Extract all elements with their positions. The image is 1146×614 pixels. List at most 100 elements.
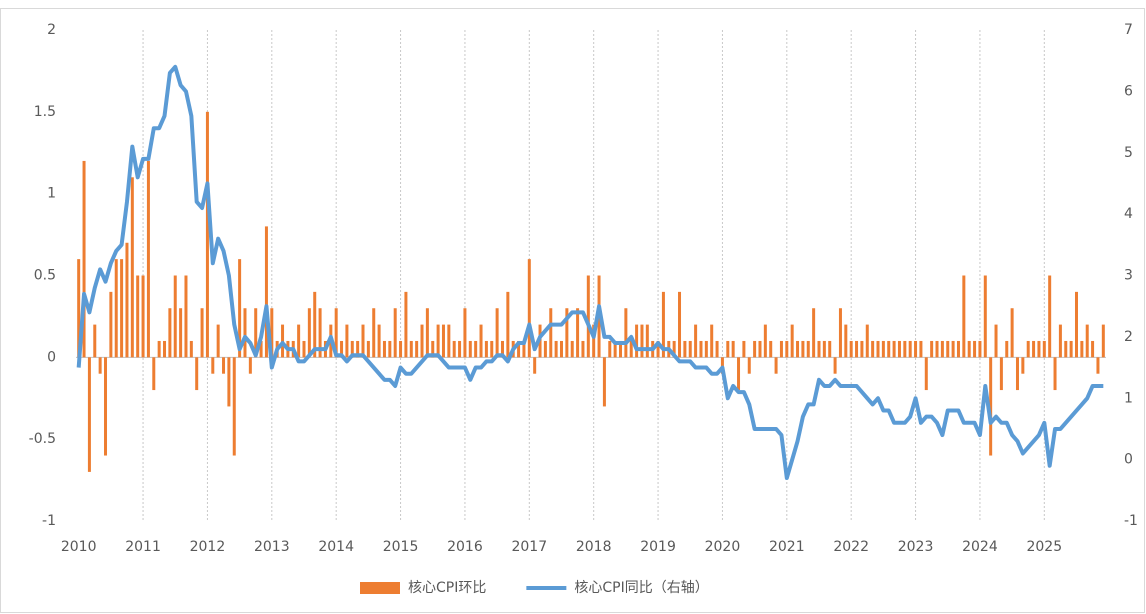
bar [243,308,247,358]
bar [222,357,226,374]
bar [833,357,837,374]
bar [919,340,923,358]
x-tick-label: 2011 [125,539,161,555]
y-tick-label: 1.5 [34,104,56,120]
bar [307,308,311,358]
bar [678,291,682,358]
bar [1074,291,1078,358]
bar [694,324,698,358]
bar [495,308,499,358]
x-tick-label: 2019 [640,539,676,555]
bar [683,340,687,358]
bar [656,340,660,358]
bar [855,340,859,358]
bar [500,340,504,358]
y2-tick-label: 6 [1124,83,1133,99]
bar [763,324,767,358]
bar [393,308,397,358]
bar [377,324,381,358]
bar [613,340,617,358]
bar [302,340,306,358]
y-tick-label: -0.5 [29,431,56,447]
bar [720,357,724,374]
bar [431,340,435,358]
bar [104,357,108,456]
bar [1064,340,1068,358]
bar [554,340,558,358]
x-tick-label: 2010 [61,539,97,555]
bar [586,275,590,358]
bar [822,340,826,358]
bar [838,308,842,358]
bar [259,340,263,358]
bar [1005,340,1009,358]
bar [436,324,440,358]
bar [737,357,741,391]
bar [93,324,97,358]
bar [731,340,735,358]
bar [876,340,880,358]
y-tick-label: 0.5 [34,268,56,284]
bar [136,275,140,358]
bar [345,324,349,358]
bar [592,324,596,358]
x-tick-label: 2016 [447,539,483,555]
bar [382,340,386,358]
bar [999,357,1003,391]
bar [747,357,751,374]
bar [216,324,220,358]
bar [796,340,800,358]
bar [366,340,370,358]
bar [742,340,746,358]
bar [946,340,950,358]
bar [640,324,644,358]
x-tick-label: 2012 [190,539,226,555]
bar [699,340,703,358]
bar [211,357,215,374]
bar [892,340,896,358]
bar [248,357,252,374]
bar [254,308,258,358]
bar [1080,340,1084,358]
bar [581,340,585,358]
bar [238,259,242,358]
bar [715,340,719,358]
y2-tick-label: 7 [1124,22,1133,38]
bar [828,340,832,358]
bar [409,340,413,358]
bar [522,340,526,358]
bar [1037,340,1041,358]
y2-tick-label: 4 [1124,206,1133,222]
bar [806,340,810,358]
x-tick-label: 2020 [705,539,741,555]
bar [189,340,193,358]
bar [415,340,419,358]
bar [973,340,977,358]
bar [1053,357,1057,391]
bar [87,357,91,472]
y2-tick-label: 3 [1124,268,1133,284]
x-tick-label: 2015 [383,539,419,555]
bar [463,308,467,358]
bar [576,308,580,358]
bar [930,340,934,358]
bar [388,340,392,358]
x-tick-label: 2022 [833,539,869,555]
bar [989,357,993,456]
bar [479,324,483,358]
bar [157,340,161,358]
legend-label: 核心CPI同比（右轴） [574,580,708,596]
bar [1032,340,1036,358]
x-tick-label: 2021 [769,539,805,555]
bar [1021,357,1025,374]
bar [506,291,510,358]
bar [951,340,955,358]
bar [935,340,939,358]
bar [281,324,285,358]
bar [570,340,574,358]
bar [441,324,445,358]
bar [484,340,488,358]
bar [1069,340,1073,358]
bar [608,340,612,358]
bar [1015,357,1019,391]
